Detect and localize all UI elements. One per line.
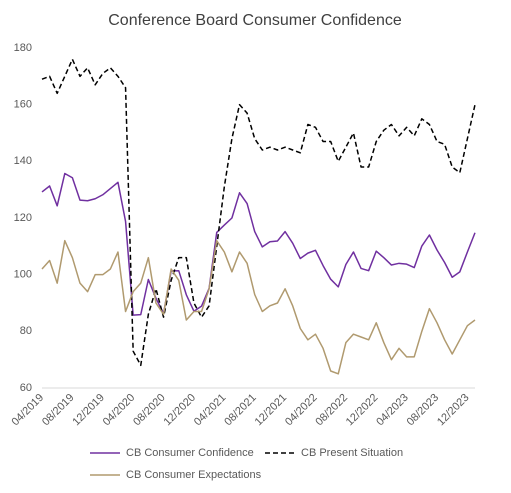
y-tick-label: 120 xyxy=(14,212,32,224)
x-tick-label: 04/2020 xyxy=(101,392,138,429)
legend-label: CB Present Situation xyxy=(301,447,403,459)
x-tick-label: 04/2023 xyxy=(374,392,411,429)
data-line xyxy=(41,239,476,375)
x-tick-label: 08/2019 xyxy=(40,392,77,429)
y-tick-label: 160 xyxy=(14,99,32,111)
x-tick-label: 12/2019 xyxy=(70,392,107,429)
x-tick-label: 08/2020 xyxy=(131,392,168,429)
x-tick-label: 12/2020 xyxy=(162,392,199,429)
data-line xyxy=(41,58,476,367)
x-tick-label: 08/2023 xyxy=(405,392,442,429)
x-tick-label: 04/2021 xyxy=(192,392,229,429)
data-line xyxy=(41,172,476,316)
x-tick-label: 12/2023 xyxy=(435,392,472,429)
x-tick-label: 08/2022 xyxy=(313,392,350,429)
x-tick-label: 04/2022 xyxy=(283,392,320,429)
legend-label: CB Consumer Confidence xyxy=(126,447,254,459)
x-tick-label: 12/2022 xyxy=(344,392,381,429)
y-tick-label: 180 xyxy=(14,42,32,54)
y-tick-label: 60 xyxy=(20,382,32,394)
legend-label: CB Consumer Expectations xyxy=(126,469,262,481)
chart-title: Conference Board Consumer Confidence xyxy=(108,12,402,29)
y-tick-label: 100 xyxy=(14,269,32,281)
y-tick-label: 140 xyxy=(14,155,32,167)
x-tick-label: 04/2019 xyxy=(10,392,47,429)
x-tick-label: 08/2021 xyxy=(222,392,259,429)
y-tick-label: 80 xyxy=(20,325,32,337)
x-tick-label: 12/2021 xyxy=(253,392,290,429)
